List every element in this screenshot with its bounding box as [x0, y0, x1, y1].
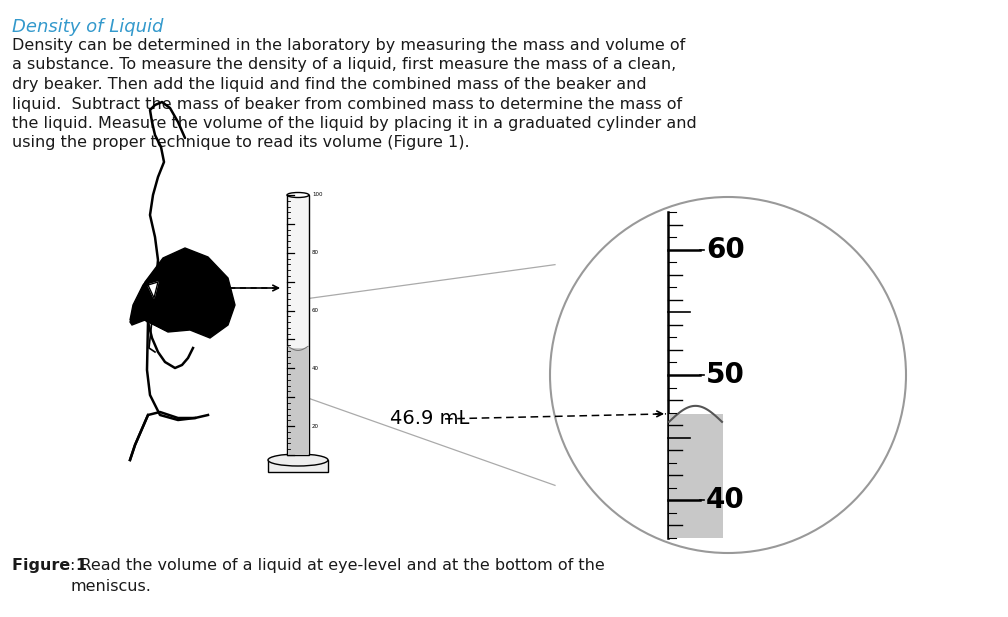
Ellipse shape: [268, 454, 328, 466]
Text: 50: 50: [706, 361, 745, 389]
Circle shape: [550, 197, 906, 553]
Text: Density can be determined in the laboratory by measuring the mass and volume of: Density can be determined in the laborat…: [12, 38, 685, 53]
Ellipse shape: [287, 193, 309, 197]
Text: 80: 80: [312, 251, 319, 255]
Text: 40: 40: [706, 486, 745, 515]
Polygon shape: [148, 282, 158, 298]
Text: 60: 60: [706, 236, 745, 263]
Text: Figure 1: Figure 1: [12, 558, 87, 573]
Bar: [287, 195, 309, 455]
Text: using the proper technique to read its volume (Figure 1).: using the proper technique to read its v…: [12, 136, 470, 151]
Text: 40: 40: [312, 366, 319, 371]
Ellipse shape: [124, 252, 192, 428]
Bar: [669, 414, 723, 538]
Polygon shape: [130, 248, 235, 338]
Text: the liquid. Measure the volume of the liquid by placing it in a graduated cylind: the liquid. Measure the volume of the li…: [12, 116, 697, 131]
Text: liquid.  Subtract the mass of beaker from combined mass to determine the mass of: liquid. Subtract the mass of beaker from…: [12, 96, 682, 112]
Text: Density of Liquid: Density of Liquid: [12, 18, 163, 36]
Text: 60: 60: [312, 308, 319, 313]
Bar: [288, 349, 308, 455]
Bar: [268, 460, 328, 472]
Text: dry beaker. Then add the liquid and find the combined mass of the beaker and: dry beaker. Then add the liquid and find…: [12, 77, 646, 92]
Polygon shape: [130, 252, 232, 335]
Text: 20: 20: [312, 424, 319, 429]
Text: a substance. To measure the density of a liquid, first measure the mass of a cle: a substance. To measure the density of a…: [12, 57, 676, 73]
Text: : Read the volume of a liquid at eye-level and at the bottom of the
meniscus.: : Read the volume of a liquid at eye-lev…: [70, 558, 605, 594]
Text: 46.9 mL: 46.9 mL: [390, 409, 470, 428]
Text: 100: 100: [312, 193, 323, 197]
